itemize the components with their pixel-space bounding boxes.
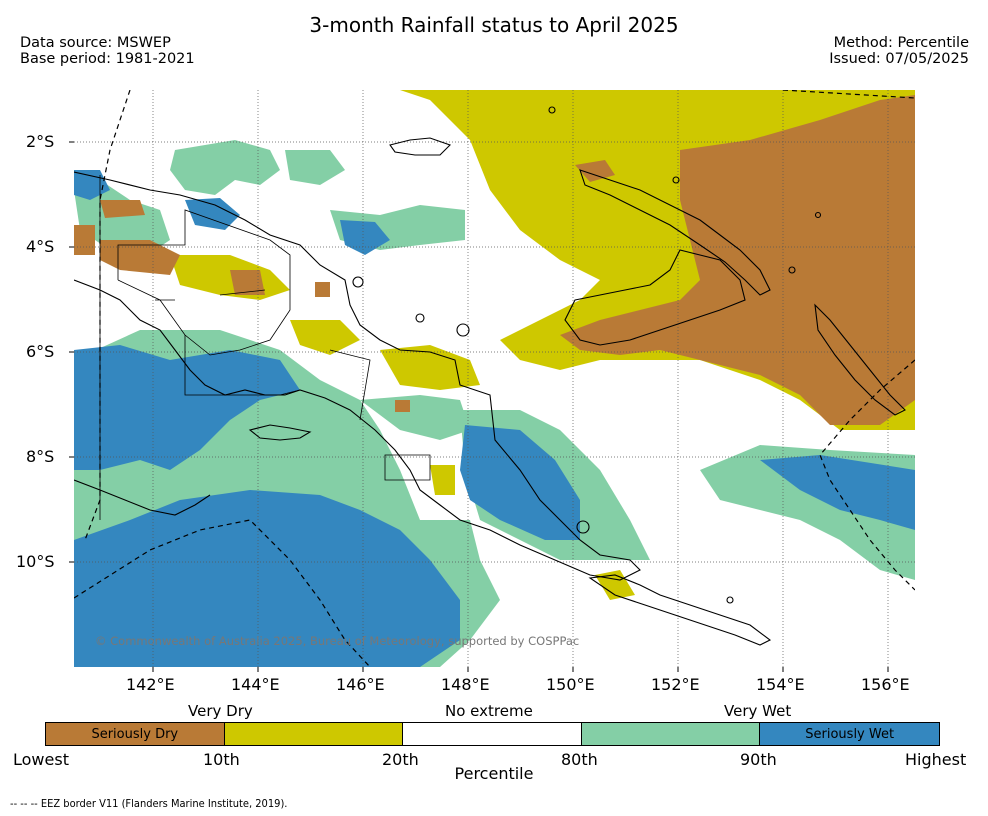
very-dry-region: [170, 255, 290, 300]
very-wet-region: [170, 140, 280, 195]
legend-axis-label: Percentile: [454, 764, 534, 783]
eez-footnote: -- -- -- EEZ border V11 (Flanders Marine…: [10, 797, 288, 810]
axis-ticks: [69, 141, 889, 672]
lat-label-2s: 2°S: [26, 132, 55, 151]
torres-strait-coastline: [248, 424, 312, 441]
legend-group-very-wet: Very Wet: [724, 702, 792, 720]
seriously-wet-region: [760, 455, 915, 530]
seriously-wet-region: [74, 345, 300, 470]
seriously-dry-region: [315, 282, 330, 297]
legend-colorbar: Seriously Dry Seriously Wet: [45, 722, 940, 746]
legend-bound-lowest: Lowest: [13, 750, 69, 769]
provincial-borders: [117, 209, 431, 481]
copyright-notice: © Commonwealth of Australia 2025, Bureau…: [95, 634, 580, 648]
lon-label-148e: 148°E: [441, 675, 490, 694]
lon-label-152e: 152°E: [651, 675, 700, 694]
lat-label-4s: 4°S: [26, 237, 55, 256]
data-source: Data source: MSWEP: [20, 35, 171, 51]
bougainville-coastline: [814, 303, 906, 416]
legend-group-no-extreme: No extreme: [445, 702, 533, 720]
seriously-dry-region: [395, 400, 410, 412]
legend-bound-highest: Highest: [905, 750, 967, 769]
eez-border: [74, 90, 915, 667]
legend-bound-90th: 90th: [740, 750, 777, 769]
lon-label-150e: 150°E: [546, 675, 595, 694]
lat-label-6s: 6°S: [26, 342, 55, 361]
lon-label-142e: 142°E: [126, 675, 175, 694]
rainfall-patches: [74, 90, 915, 667]
new-britain-coastline: [564, 249, 746, 346]
method: Method: Percentile: [833, 35, 969, 51]
map-layers: [74, 90, 915, 667]
lon-label-144e: 144°E: [231, 675, 280, 694]
new-ireland-coastline: [579, 169, 771, 296]
lon-label-146e: 146°E: [336, 675, 385, 694]
legend-group-very-dry: Very Dry: [188, 702, 253, 720]
issued-date: Issued: 07/05/2025: [829, 51, 969, 67]
legend-segment-seriously-dry: Seriously Dry: [46, 723, 225, 745]
legend-bound-20th: 20th: [382, 750, 419, 769]
lon-label-156e: 156°E: [861, 675, 910, 694]
legend-bound-80th: 80th: [561, 750, 598, 769]
legend-segment-no-extreme: [403, 723, 582, 745]
very-dry-region: [380, 345, 480, 390]
seriously-wet-region: [185, 198, 240, 230]
lat-label-8s: 8°S: [26, 447, 55, 466]
manus-coastline: [389, 137, 452, 156]
very-wet-region: [360, 395, 470, 440]
seriously-dry-region: [100, 240, 180, 275]
lat-label-10s: 10°S: [16, 552, 55, 571]
seriously-dry-region: [74, 225, 95, 255]
legend-segment-seriously-wet: Seriously Wet: [760, 723, 939, 745]
islands-coastline: [588, 574, 772, 646]
legend-segment-very-dry: [224, 723, 404, 745]
very-dry-region: [290, 320, 360, 355]
seriously-wet-region: [340, 220, 390, 255]
new-guinea-coastline: [74, 171, 641, 581]
lon-label-154e: 154°E: [756, 675, 805, 694]
very-dry-region: [430, 465, 455, 495]
page-title: 3-month Rainfall status to April 2025: [309, 13, 679, 37]
seriously-wet-region: [74, 490, 460, 667]
seriously-dry-region: [575, 160, 615, 182]
very-wet-region: [285, 150, 345, 185]
base-period: Base period: 1981-2021: [20, 51, 195, 67]
seriously-wet-region: [460, 425, 580, 540]
seriously-dry-region: [100, 200, 145, 218]
map-grid: [74, 90, 915, 667]
legend-bound-10th: 10th: [203, 750, 240, 769]
seriously-dry-region: [230, 270, 265, 295]
legend-segment-very-wet: [581, 723, 761, 745]
